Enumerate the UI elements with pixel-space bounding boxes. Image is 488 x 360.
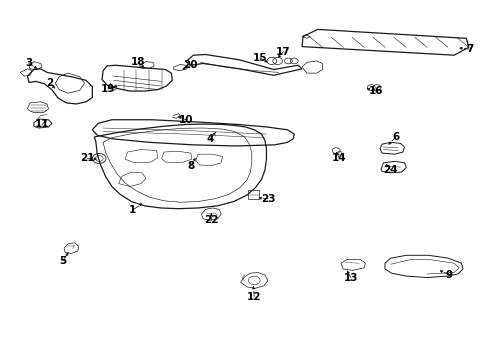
Text: 19: 19 xyxy=(101,84,115,94)
Text: 11: 11 xyxy=(35,120,49,129)
Text: 9: 9 xyxy=(445,270,452,280)
Text: 24: 24 xyxy=(383,165,397,175)
Text: 14: 14 xyxy=(331,153,346,163)
Text: 13: 13 xyxy=(343,273,357,283)
Text: 17: 17 xyxy=(276,46,290,57)
Text: 23: 23 xyxy=(260,194,275,204)
Text: 3: 3 xyxy=(25,58,33,68)
Text: 20: 20 xyxy=(183,60,198,70)
Text: 5: 5 xyxy=(60,256,66,266)
Text: 1: 1 xyxy=(128,206,136,216)
Text: 10: 10 xyxy=(179,115,193,125)
Text: 21: 21 xyxy=(80,153,95,163)
Text: 16: 16 xyxy=(368,86,383,96)
Text: 6: 6 xyxy=(391,132,399,142)
Bar xyxy=(248,190,259,199)
Text: 2: 2 xyxy=(46,78,53,88)
Text: 22: 22 xyxy=(203,215,218,225)
Text: 18: 18 xyxy=(131,57,145,67)
Text: 7: 7 xyxy=(465,44,472,54)
Text: 12: 12 xyxy=(246,292,261,302)
Text: 15: 15 xyxy=(252,53,267,63)
Text: 8: 8 xyxy=(187,161,194,171)
Text: 4: 4 xyxy=(206,134,214,144)
